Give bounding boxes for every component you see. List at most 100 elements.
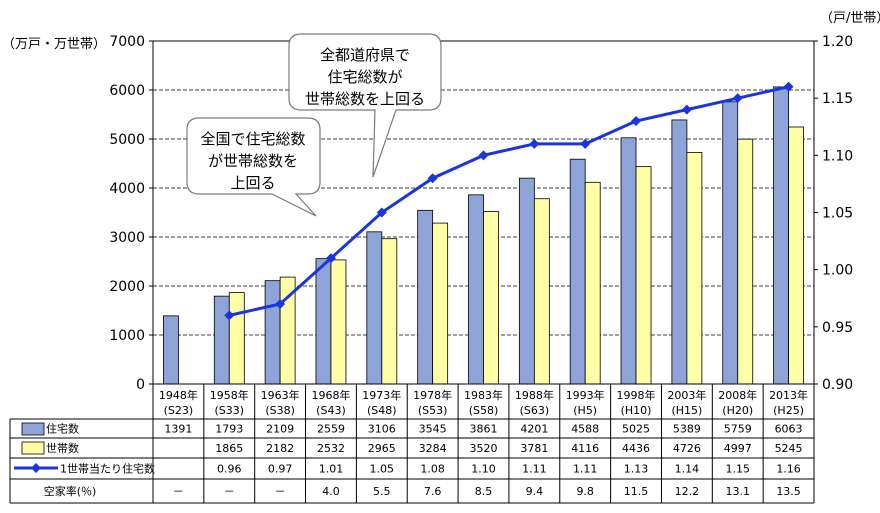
table-cell: 4201 [520, 423, 548, 436]
table-cell: 2182 [266, 442, 294, 455]
table-cell: 4436 [622, 442, 650, 455]
legend-key-housing [21, 422, 45, 436]
x-axis-era-label: (H10) [621, 404, 652, 417]
left-axis-label: 4000 [109, 181, 145, 197]
table-cell: 0.96 [217, 463, 242, 476]
line-point [325, 253, 336, 264]
line-point [681, 104, 692, 115]
bar-households [686, 152, 703, 385]
table-cell: 4.0 [322, 485, 340, 498]
bar-households [483, 211, 499, 385]
bar-housing [163, 315, 179, 385]
x-axis-era-label: (S43) [316, 404, 346, 417]
table-cell: 1.11 [573, 463, 598, 476]
x-axis-year-label: 1988年 [515, 388, 554, 402]
bar-households [533, 198, 550, 385]
table-cell: 13.5 [776, 485, 801, 498]
table-cell: 4588 [571, 423, 599, 436]
table-cell: 9.4 [526, 485, 544, 498]
bar-housing [518, 177, 535, 385]
x-axis-year-label: 1958年 [210, 388, 249, 402]
table-cell: 11.5 [624, 485, 649, 498]
table-cell: 1.08 [420, 463, 445, 476]
table-cell: 2559 [317, 423, 345, 436]
table-row-label: 1世帯当たり住宅数 [60, 462, 155, 476]
x-axis-year-label: 1968年 [311, 388, 350, 402]
x-axis-era-label: (S33) [214, 404, 244, 417]
x-axis-era-label: (S53) [418, 404, 448, 417]
table-cell: － [224, 485, 235, 498]
table-cell: 1.15 [725, 463, 750, 476]
table-cell: 9.8 [576, 485, 594, 498]
bar-households [737, 138, 754, 385]
table-cell: 1.10 [471, 463, 496, 476]
x-axis-year-label: 1998年 [617, 388, 656, 402]
table-cell: 1.11 [522, 463, 547, 476]
bar-households [381, 238, 398, 385]
table-cell: 1865 [215, 442, 243, 455]
x-axis-era-label: (S63) [520, 404, 550, 417]
table-cell: 1.01 [319, 463, 344, 476]
x-axis-era-label: (S23) [164, 404, 194, 417]
x-axis-year-label: 1978年 [413, 388, 452, 402]
bar-housing [213, 295, 230, 385]
bar-housing [264, 280, 281, 385]
table-row-label: 空家率(％) [44, 484, 97, 498]
bar-housing [366, 231, 383, 385]
right-axis-label: 1.10 [822, 148, 853, 164]
table-row-label: 世帯数 [46, 442, 79, 455]
line-point [478, 150, 489, 161]
table-cell: 3106 [368, 423, 396, 436]
table-cell: － [173, 485, 184, 498]
right-axis-label: 1.00 [822, 263, 853, 279]
bar-housing [671, 119, 688, 385]
callout-bubble [288, 33, 442, 178]
callout-text: 住宅総数が [327, 68, 402, 86]
x-axis-year-label: 1983年 [464, 388, 503, 402]
x-axis-year-label: 2013年 [769, 388, 808, 402]
table-cell: 5.5 [373, 485, 391, 498]
x-axis-year-label: 1993年 [566, 388, 605, 402]
bar-housing [722, 101, 739, 385]
table-cell: 6063 [775, 423, 803, 436]
table-cell: 3781 [520, 442, 548, 455]
x-axis-era-label: (H15) [671, 404, 702, 417]
bar-housing [773, 86, 789, 385]
x-axis-year-label: 1963年 [261, 388, 300, 402]
table-cell: 4116 [571, 442, 599, 455]
bar-households [584, 181, 601, 385]
table-cell: 0.97 [268, 463, 293, 476]
table-cell: 7.6 [424, 485, 442, 498]
x-axis-era-label: (H20) [722, 404, 753, 417]
table-cell: 13.1 [725, 485, 750, 498]
left-axis-label: 7000 [109, 34, 145, 50]
table-cell: 5759 [724, 423, 752, 436]
table-cell: 4997 [724, 442, 752, 455]
table-cell: 4726 [673, 442, 701, 455]
callout-text: 全国で住宅総数 [200, 130, 305, 148]
x-axis-year-label: 1973年 [362, 388, 401, 402]
table-cell: 3545 [419, 423, 447, 436]
x-axis-era-label: (H25) [773, 404, 804, 417]
table-cell: 3284 [419, 442, 447, 455]
x-axis-era-label: (S58) [469, 404, 499, 417]
line-per-household [228, 85, 789, 317]
bar-households [228, 292, 245, 385]
left-axis-label: 5000 [109, 132, 145, 148]
bar-households [432, 222, 449, 385]
table-cell: 1.13 [624, 463, 649, 476]
line-point [732, 93, 743, 104]
callout-bubble [186, 117, 321, 217]
bar-housing [468, 194, 484, 385]
table-cell: 2109 [266, 423, 294, 436]
table-cell: 5245 [775, 442, 803, 455]
table-cell: 12.2 [675, 485, 700, 498]
table-cell: 1391 [164, 423, 192, 436]
right-axis-label: 0.90 [822, 377, 853, 393]
table-row-label: 住宅数 [46, 422, 79, 436]
callout-text: 世帯総数を上回る [305, 90, 425, 108]
table-cell: 1793 [215, 423, 243, 436]
line-point [275, 298, 286, 309]
